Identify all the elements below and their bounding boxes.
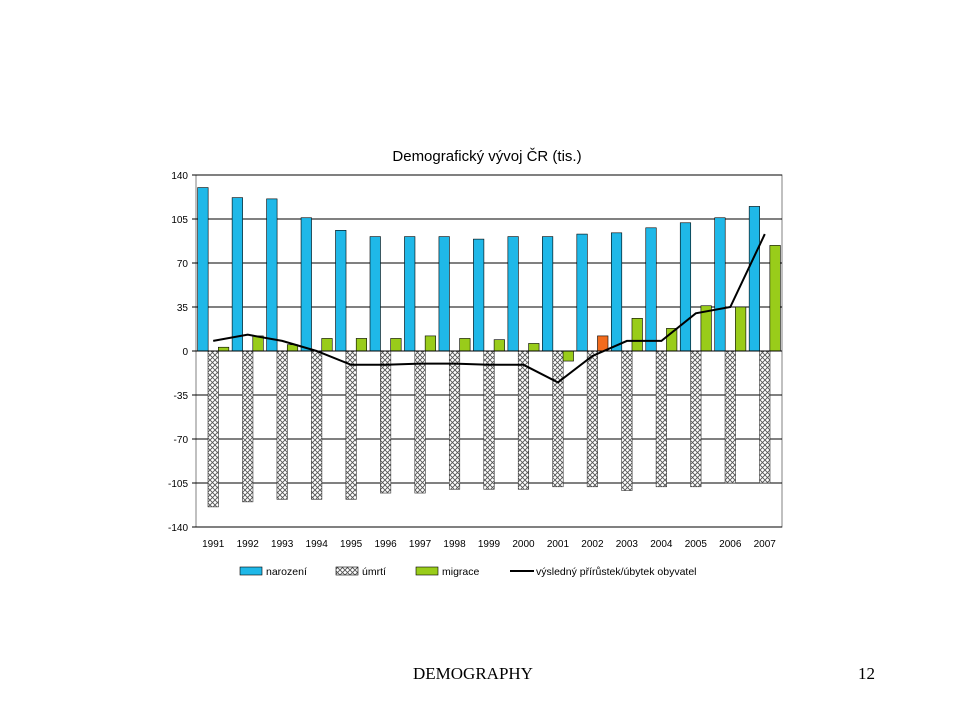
bar-narozeni <box>369 236 381 352</box>
x-tick-label: 1992 <box>237 539 260 550</box>
line-vysledny-prirustek <box>213 233 766 384</box>
bar-umrti <box>483 350 495 490</box>
x-tick-label: 1993 <box>271 539 294 550</box>
x-tick-label: 2006 <box>719 539 742 550</box>
page-number: 12 <box>858 664 875 683</box>
legend-label: úmrtí <box>362 566 386 578</box>
bar-narozeni <box>576 233 588 352</box>
y-tick-label: -105 <box>168 479 188 490</box>
bar-migrace <box>735 306 747 352</box>
legend-label: narození <box>266 566 307 578</box>
bar-migrace <box>631 318 643 352</box>
bar-umrti <box>759 350 771 484</box>
bar-umrti <box>552 350 564 488</box>
bar-umrti <box>380 350 392 494</box>
bar-narozeni <box>473 238 485 352</box>
bar-umrti <box>276 350 288 500</box>
x-tick-label: 1996 <box>374 539 397 550</box>
y-axis: 140 105 70 35 0 -35 -70 -105 -140 <box>168 171 196 534</box>
x-tick-label: 2002 <box>581 539 604 550</box>
x-tick-label: 2004 <box>650 539 673 550</box>
bar-migrace <box>218 346 230 352</box>
bar-narozeni <box>266 198 278 352</box>
line-series <box>213 233 766 384</box>
bar-narozeni <box>714 217 726 352</box>
legend-swatch <box>335 566 359 576</box>
bar-narozeni <box>679 222 692 352</box>
x-tick-label: 1995 <box>340 539 363 550</box>
legend-swatch <box>415 566 439 576</box>
bar-umrti <box>242 350 254 503</box>
bar-migrace <box>459 338 471 352</box>
x-tick-label: 1999 <box>478 539 501 550</box>
bar-narozeni <box>300 217 312 352</box>
bars <box>196 187 782 508</box>
bar-umrti <box>311 350 323 500</box>
x-tick-label: 1991 <box>202 539 225 550</box>
bar-migrace <box>493 339 505 352</box>
y-tick-label: 35 <box>177 303 189 314</box>
legend-swatch <box>239 566 263 576</box>
bar-migrace <box>424 335 436 352</box>
y-tick-label: -35 <box>174 391 189 402</box>
footer-title: DEMOGRAPHY <box>413 664 533 683</box>
y-tick-label: -140 <box>168 523 188 534</box>
x-tick-label: 2005 <box>685 539 708 550</box>
bar-narozeni <box>231 197 243 352</box>
legend-label: výsledný přírůstek/úbytek obyvatel <box>536 566 697 578</box>
y-tick-label: 0 <box>182 347 188 358</box>
bar-narozeni <box>645 227 657 352</box>
bar-narozeni <box>507 236 519 352</box>
x-tick-label: 2007 <box>754 539 777 550</box>
y-tick-label: 140 <box>171 171 188 182</box>
bar-migrace <box>769 245 781 352</box>
bar-umrti <box>655 350 667 488</box>
bar-umrti <box>448 350 461 490</box>
bar-narozeni <box>610 232 623 352</box>
x-tick-label: 2000 <box>512 539 535 550</box>
x-axis: 1991 1992 1993 1994 1995 1996 1997 1998 1999 2000… <box>202 539 776 550</box>
x-tick-label: 1997 <box>409 539 432 550</box>
bar-migrace <box>321 338 333 352</box>
bar-umrti <box>724 350 736 484</box>
bar-migrace <box>528 343 540 352</box>
bar-migrace <box>390 338 402 352</box>
bar-narozeni <box>335 230 347 352</box>
x-tick-label: 1998 <box>443 539 466 550</box>
chart-title: Demografický vývoj ČR (tis.) <box>392 148 581 165</box>
bar-narozeni <box>404 236 416 352</box>
y-tick-label: 105 <box>171 215 188 226</box>
y-tick-label: -70 <box>174 435 189 446</box>
bar-narozeni <box>438 236 450 352</box>
bar-umrti <box>621 350 633 491</box>
bar-migrace <box>355 338 368 352</box>
bar-narozeni <box>542 236 554 352</box>
x-tick-label: 1994 <box>306 539 329 550</box>
bar-umrti <box>517 350 530 490</box>
bar-migrace <box>597 335 609 352</box>
bar-umrti <box>207 350 219 508</box>
x-tick-label: 2001 <box>547 539 570 550</box>
bar-narozeni <box>748 206 760 352</box>
bar-migrace <box>562 350 574 362</box>
bar-umrti <box>586 350 598 488</box>
legend-label: migrace <box>442 566 480 578</box>
legend: narození úmrtí migrace výsledný přírůstek/ú… <box>239 566 697 578</box>
bar-narozeni <box>197 187 209 352</box>
x-tick-label: 2003 <box>616 539 639 550</box>
bar-umrti <box>414 350 426 494</box>
bar-umrti <box>345 350 357 500</box>
bar-umrti <box>690 350 702 488</box>
y-tick-label: 70 <box>177 259 189 270</box>
